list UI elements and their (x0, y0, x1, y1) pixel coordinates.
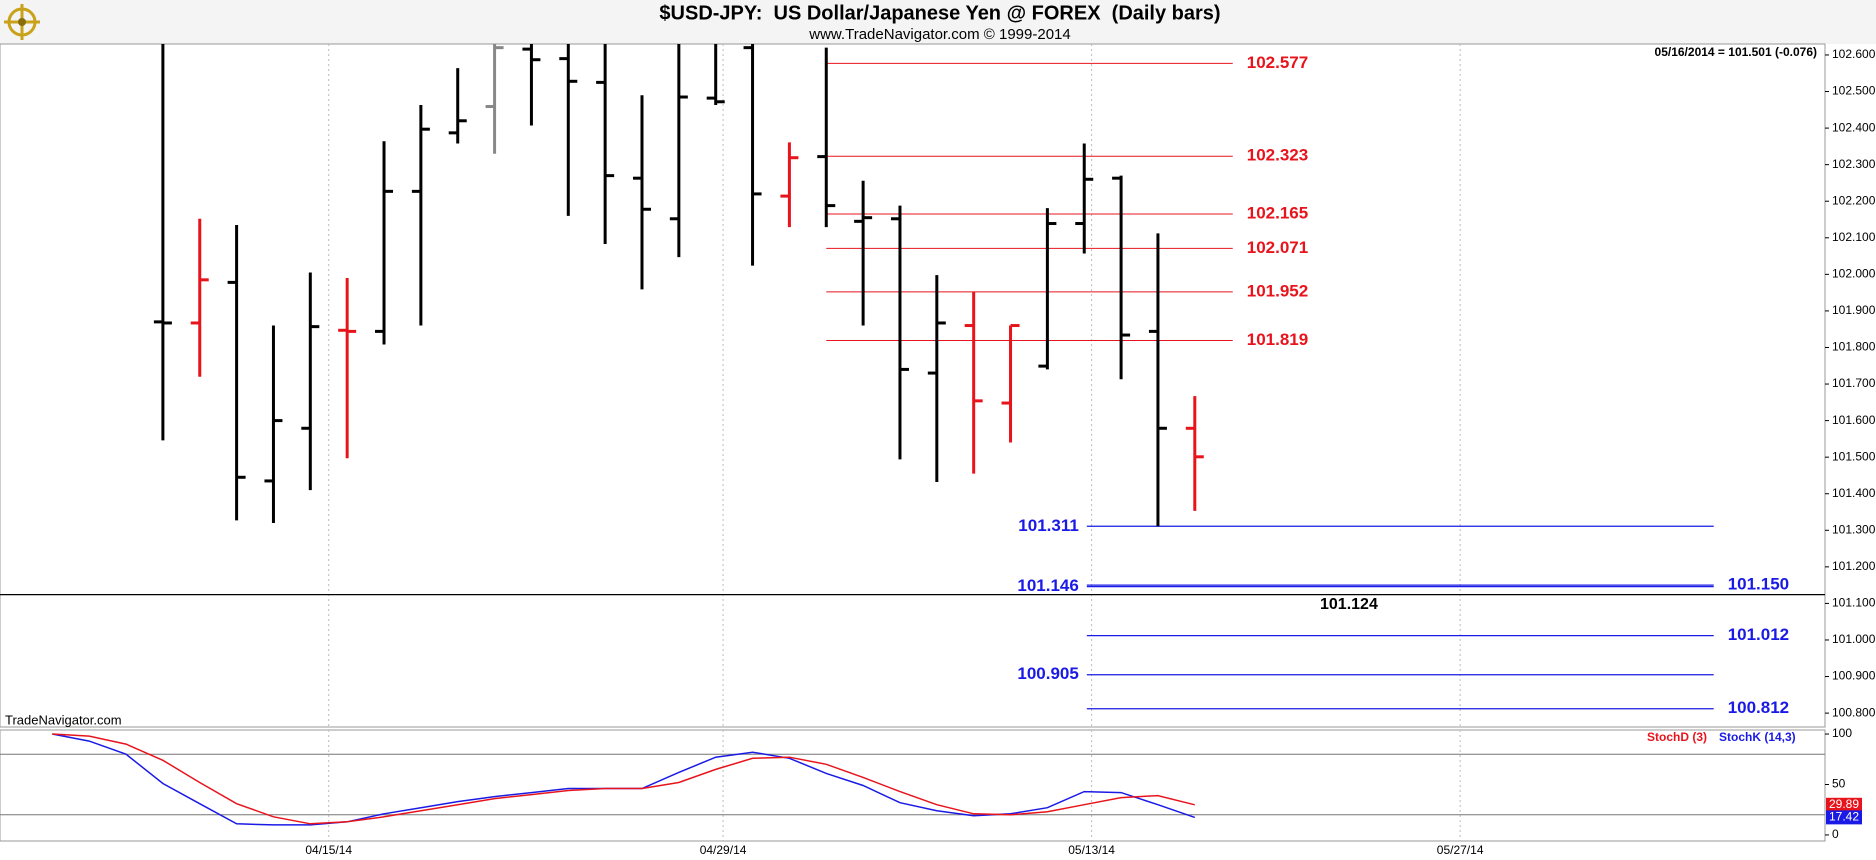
y-tick-label: 102.200 (1832, 193, 1876, 207)
header-band (0, 0, 1876, 44)
chart-title: $USD-JPY: US Dollar/Japanese Yen @ FOREX… (659, 2, 1220, 24)
y-tick-label: 101.100 (1832, 596, 1876, 610)
stoch-layer (0, 733, 1825, 826)
price-layer (0, 44, 1825, 710)
x-tick-label: 04/29/14 (700, 843, 747, 857)
y-tick-label: 101.400 (1832, 486, 1876, 500)
y-tick-label: 101.800 (1832, 340, 1876, 354)
support-label: 101.150 (1728, 575, 1789, 594)
y-tick-label: 101.700 (1832, 376, 1876, 390)
y-tick-label: 100.800 (1832, 705, 1876, 719)
resistance-label: 101.952 (1247, 281, 1308, 300)
y-tick-label: 102.600 (1832, 47, 1876, 61)
resistance-label: 102.323 (1247, 146, 1308, 165)
y-tick-label: 101.000 (1832, 632, 1876, 646)
y-tick-label: 102.000 (1832, 267, 1876, 281)
chart-subtitle: www.TradeNavigator.com © 1999-2014 (808, 26, 1070, 43)
resistance-label: 102.165 (1247, 204, 1308, 223)
y-tick-label: 102.500 (1832, 84, 1876, 98)
last-value-box (1826, 810, 1862, 825)
support-label: 101.146 (1017, 576, 1078, 595)
y-tick-label: 100 (1832, 726, 1852, 740)
x-tick-label: 05/27/14 (1437, 843, 1484, 857)
x-tick-label: 05/13/14 (1068, 843, 1115, 857)
y-tick-label: 102.400 (1832, 120, 1876, 134)
y-tick-label: 101.300 (1832, 522, 1876, 536)
support-label: 101.311 (1018, 516, 1079, 535)
stoch-line (52, 733, 1195, 825)
last-value-box (1826, 797, 1862, 812)
watermark: TradeNavigator.com (5, 712, 122, 727)
x-tick-label: 04/15/14 (305, 843, 352, 857)
resistance-label: 101.819 (1247, 330, 1308, 349)
logo (4, 4, 40, 40)
support-label: 100.905 (1017, 664, 1078, 683)
support-label: 100.812 (1728, 698, 1789, 717)
last-value-label: 29.89 (1829, 797, 1859, 811)
support-label: 101.012 (1728, 625, 1789, 644)
y-tick-label: 101.900 (1832, 303, 1876, 317)
legend-entry: StochK (14,3) (1719, 730, 1796, 744)
y-tick-label: 102.100 (1832, 230, 1876, 244)
y-tick-label: 101.200 (1832, 559, 1876, 573)
y-tick-label: 100.900 (1832, 669, 1876, 683)
y-tick-label: 102.300 (1832, 157, 1876, 171)
price-panel (0, 43, 1826, 728)
resistance-label: 102.071 (1247, 238, 1308, 257)
y-tick-label: 0 (1832, 827, 1839, 841)
y-tick-label: 50 (1832, 777, 1846, 791)
resistance-label: 102.577 (1247, 53, 1308, 72)
last-price-info: 05/16/2014 = 101.501 (-0.076) (1655, 45, 1817, 59)
last-value-label: 17.42 (1829, 810, 1859, 824)
y-tick-label: 101.500 (1832, 449, 1876, 463)
legend-entry: StochD (3) (1647, 730, 1707, 744)
reference-label: 101.124 (1320, 596, 1378, 613)
y-tick-label: 101.600 (1832, 413, 1876, 427)
